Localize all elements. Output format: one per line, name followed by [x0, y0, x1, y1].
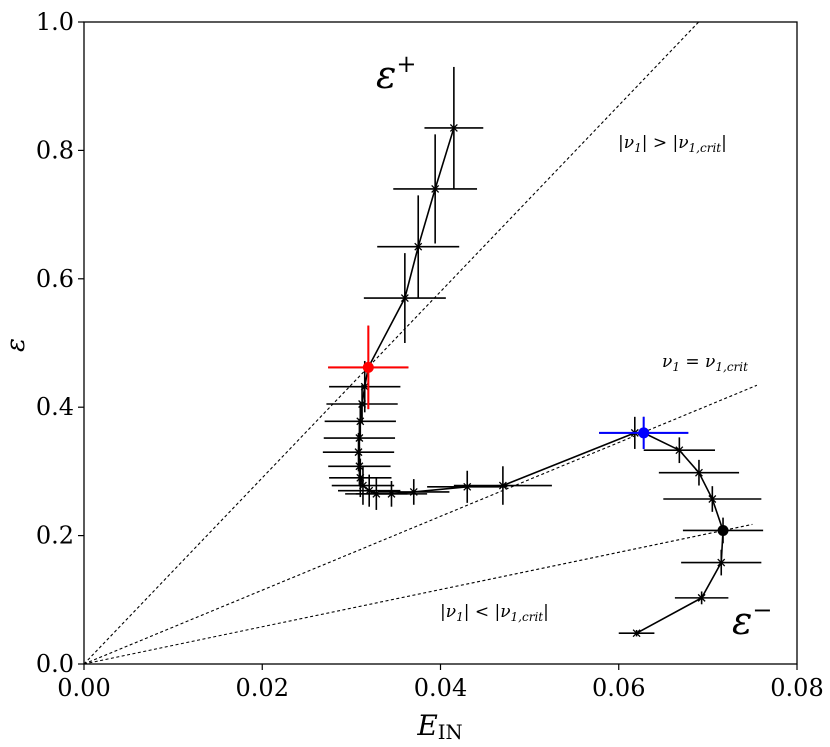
data-point-marker	[355, 462, 364, 471]
data-point-marker	[372, 489, 381, 498]
reference-line-upper	[83, 21, 700, 665]
data-point-marker	[356, 473, 365, 482]
plot-frame	[83, 21, 798, 665]
data-point-marker	[354, 448, 363, 457]
y-tick-label: 0.8	[36, 136, 74, 164]
eps-minus-label: ε−	[732, 596, 773, 643]
data-point-marker	[695, 468, 703, 477]
data-point-marker	[365, 486, 374, 495]
data-point-marker	[356, 417, 365, 426]
highlight-point-blue	[638, 427, 650, 439]
upper-region-label: |ν1| > |ν1,crit|	[618, 133, 727, 155]
y-axis-label: ε	[1, 338, 31, 352]
x-tick-label: 0.00	[57, 674, 110, 702]
data-point-marker	[400, 294, 409, 303]
data-point-marker	[360, 382, 369, 391]
lower-region-label: |ν1| < |ν1,crit|	[440, 602, 549, 624]
x-tick-label: 0.02	[236, 674, 289, 702]
data-point-marker	[431, 184, 440, 193]
series-line-0	[357, 127, 636, 495]
reference-line-lower	[83, 523, 753, 665]
highlight-point-red	[362, 361, 374, 373]
data-point-marker	[632, 629, 641, 638]
y-tick-label: 1.0	[36, 8, 74, 36]
x-tick-label: 0.04	[414, 674, 467, 702]
x-tick-label: 0.06	[592, 674, 645, 702]
data-point-marker	[708, 495, 717, 503]
data-point-marker	[355, 434, 364, 442]
data-point-marker	[409, 487, 418, 496]
data-point-marker	[697, 593, 706, 602]
data-point-marker	[498, 481, 507, 490]
data-point-marker	[449, 123, 458, 132]
x-axis-label: EIN	[416, 709, 462, 744]
eps-plus-label: ε+	[376, 50, 417, 97]
x-tick-label: 0.08	[770, 674, 823, 702]
data-point-marker	[463, 482, 472, 491]
data-point-marker	[358, 400, 367, 408]
series-line-1	[636, 432, 724, 634]
data-point-marker	[387, 489, 396, 498]
data-point-marker	[414, 242, 423, 251]
y-tick-label: 0.4	[36, 393, 74, 421]
y-tick-label: 0.0	[36, 650, 74, 678]
data-point-marker	[675, 446, 684, 455]
highlight-point-black	[717, 524, 729, 536]
critical-line-label: ν1 = ν1,crit	[662, 352, 748, 374]
data-point-marker	[717, 558, 726, 567]
y-tick-label: 0.6	[36, 265, 74, 293]
y-tick-label: 0.2	[36, 522, 74, 550]
data-point-marker	[359, 481, 367, 490]
